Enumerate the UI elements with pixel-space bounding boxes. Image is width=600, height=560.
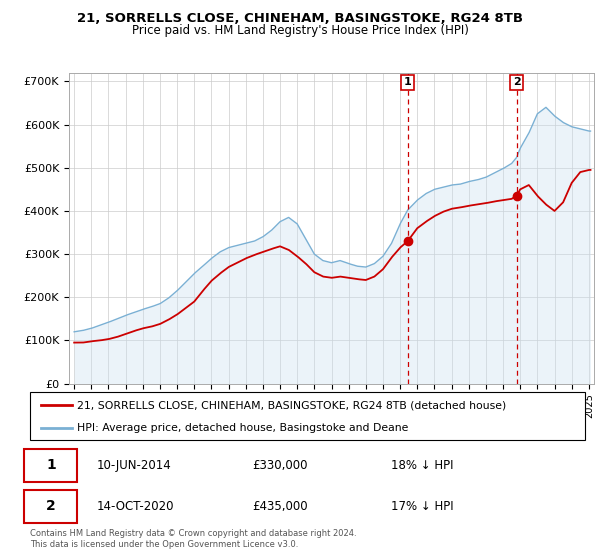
- Text: 10-JUN-2014: 10-JUN-2014: [97, 459, 172, 472]
- Text: 2: 2: [513, 77, 520, 87]
- FancyBboxPatch shape: [25, 490, 77, 522]
- Text: £435,000: £435,000: [252, 500, 308, 513]
- FancyBboxPatch shape: [25, 449, 77, 482]
- Text: 21, SORRELLS CLOSE, CHINEHAM, BASINGSTOKE, RG24 8TB: 21, SORRELLS CLOSE, CHINEHAM, BASINGSTOK…: [77, 12, 523, 25]
- Text: Contains HM Land Registry data © Crown copyright and database right 2024.
This d: Contains HM Land Registry data © Crown c…: [30, 529, 356, 549]
- Text: 17% ↓ HPI: 17% ↓ HPI: [391, 500, 454, 513]
- Text: Price paid vs. HM Land Registry's House Price Index (HPI): Price paid vs. HM Land Registry's House …: [131, 24, 469, 36]
- Text: 18% ↓ HPI: 18% ↓ HPI: [391, 459, 453, 472]
- Text: 1: 1: [404, 77, 412, 87]
- Text: £330,000: £330,000: [252, 459, 308, 472]
- Text: HPI: Average price, detached house, Basingstoke and Deane: HPI: Average price, detached house, Basi…: [77, 423, 409, 433]
- Text: 2: 2: [46, 500, 56, 513]
- Text: 14-OCT-2020: 14-OCT-2020: [97, 500, 174, 513]
- Text: 1: 1: [46, 458, 56, 472]
- Text: 21, SORRELLS CLOSE, CHINEHAM, BASINGSTOKE, RG24 8TB (detached house): 21, SORRELLS CLOSE, CHINEHAM, BASINGSTOK…: [77, 400, 506, 410]
